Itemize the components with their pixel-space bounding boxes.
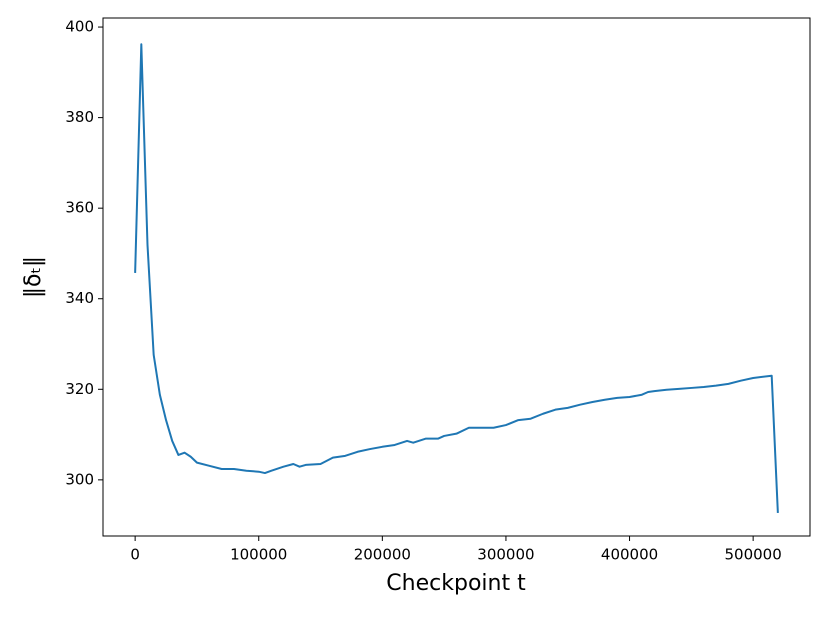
x-tick-label: 400000 <box>601 546 658 564</box>
y-tick-label: 320 <box>65 380 94 398</box>
x-tick-label: 500000 <box>725 546 782 564</box>
x-axis-label: Checkpoint t <box>386 571 526 596</box>
x-tick-label: 0 <box>130 546 140 564</box>
y-tick-label: 400 <box>65 18 94 36</box>
x-tick-label: 200000 <box>354 546 411 564</box>
y-axis-label: ‖δₜ‖ <box>21 256 46 298</box>
line-series <box>134 43 779 513</box>
y-tick-label: 340 <box>65 289 94 307</box>
x-tick-label: 100000 <box>230 546 287 564</box>
y-tick-label: 360 <box>65 199 94 217</box>
y-tick-label: 300 <box>65 470 94 488</box>
plot-frame <box>102 17 811 537</box>
y-tick-label: 380 <box>65 108 94 126</box>
x-tick-label: 300000 <box>477 546 534 564</box>
